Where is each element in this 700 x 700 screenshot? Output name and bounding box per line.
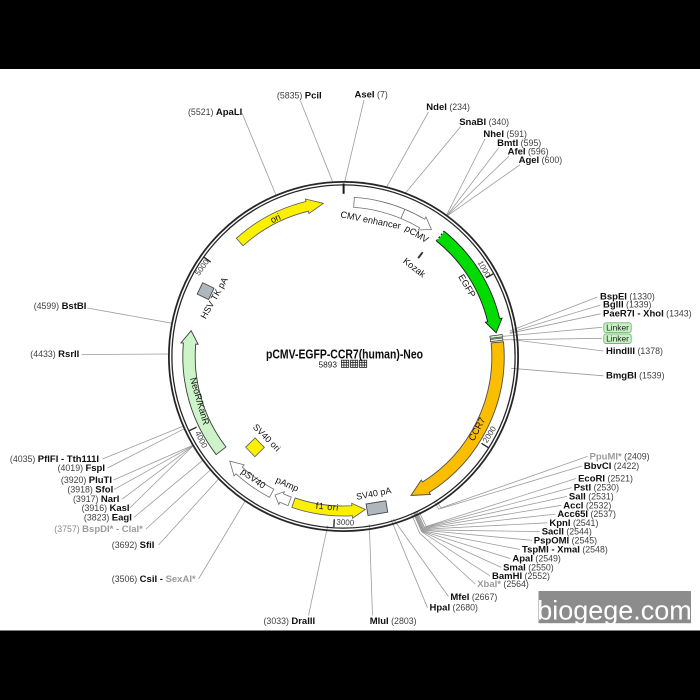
svg-text:MfeI (2667): MfeI (2667): [450, 592, 497, 603]
svg-text:PspOMI (2545): PspOMI (2545): [534, 535, 597, 546]
svg-text:BmtI (595): BmtI (595): [497, 138, 541, 149]
svg-text:5893: 5893: [319, 360, 338, 370]
svg-text:Linker: Linker: [606, 334, 629, 344]
svg-text:HpaI (2680): HpaI (2680): [430, 603, 479, 614]
svg-text:AgeI (600): AgeI (600): [519, 155, 563, 166]
svg-text:SacII (2544): SacII (2544): [542, 527, 592, 538]
svg-text:PaeR7I - XhoI (1343): PaeR7I - XhoI (1343): [603, 309, 692, 320]
svg-text:SalI (2531): SalI (2531): [569, 491, 614, 502]
svg-text:f1 ori: f1 ori: [315, 501, 339, 513]
svg-text:AseI (7): AseI (7): [355, 90, 388, 101]
svg-text:(3917) NarI: (3917) NarI: [73, 494, 119, 505]
svg-text:PstI (2530): PstI (2530): [574, 483, 619, 494]
svg-text:EcoRI (2521): EcoRI (2521): [578, 474, 633, 485]
svg-text:(3506) CsiI - SexAI*: (3506) CsiI - SexAI*: [112, 574, 196, 585]
svg-text:HindIII (1378): HindIII (1378): [606, 346, 663, 357]
svg-text:MluI (2803): MluI (2803): [370, 616, 417, 627]
svg-text:AccI (2532): AccI (2532): [563, 500, 611, 511]
svg-text:(3692) SfiI: (3692) SfiI: [112, 540, 155, 551]
svg-text:(3033) DraIII: (3033) DraIII: [264, 616, 316, 627]
svg-text:SnaBI (340): SnaBI (340): [459, 117, 509, 128]
svg-text:BglII (1339): BglII (1339): [603, 300, 652, 311]
svg-text:(4433) RsrII: (4433) RsrII: [30, 349, 79, 360]
svg-text:3000: 3000: [336, 518, 355, 528]
svg-text:(3757) BspDI* - ClaI*: (3757) BspDI* - ClaI*: [54, 524, 143, 535]
svg-text:SmaI (2550): SmaI (2550): [503, 562, 554, 573]
svg-text:(5835) PciI: (5835) PciI: [277, 91, 322, 102]
svg-text:BmgBI (1539): BmgBI (1539): [606, 371, 665, 382]
svg-text:BbvCI (2422): BbvCI (2422): [584, 461, 639, 472]
svg-text:ori: ori: [269, 212, 283, 225]
svg-text:BspEI (1330): BspEI (1330): [600, 292, 655, 303]
svg-text:Linker: Linker: [606, 322, 629, 332]
svg-text:KpnI (2541): KpnI (2541): [549, 518, 598, 529]
svg-text:NdeI (234): NdeI (234): [426, 102, 470, 113]
svg-text:(3916) KasI: (3916) KasI: [82, 503, 130, 514]
svg-text:Acc65I (2537): Acc65I (2537): [557, 509, 616, 520]
svg-text:AfeI (596): AfeI (596): [508, 147, 549, 158]
svg-text:(3920) PluTI: (3920) PluTI: [61, 475, 112, 486]
svg-text:(3823) EagI: (3823) EagI: [84, 513, 132, 524]
svg-text:PpuMI* (2409): PpuMI* (2409): [590, 451, 650, 462]
svg-text:(4599) BstBI: (4599) BstBI: [34, 301, 87, 312]
svg-text:biogege.com: biogege.com: [537, 596, 692, 626]
svg-text:(3918) SfoI: (3918) SfoI: [67, 485, 113, 496]
svg-text:TspMI - XmaI (2548): TspMI - XmaI (2548): [522, 545, 608, 556]
svg-text:NheI (591): NheI (591): [483, 129, 527, 140]
svg-text:ApaI (2549): ApaI (2549): [512, 554, 561, 565]
svg-text:BamHI (2552): BamHI (2552): [492, 571, 550, 582]
svg-text:(5521) ApaLI: (5521) ApaLI: [188, 107, 242, 118]
svg-text:(4035) PflFI - Tth111I: (4035) PflFI - Tth111I: [10, 454, 99, 465]
svg-text:(4019) FspI: (4019) FspI: [58, 463, 105, 474]
svg-text:pCMV-EGFP-CCR7(human)-Neo: pCMV-EGFP-CCR7(human)-Neo: [266, 348, 423, 362]
svg-text:XbaI* (2564): XbaI* (2564): [477, 579, 529, 590]
